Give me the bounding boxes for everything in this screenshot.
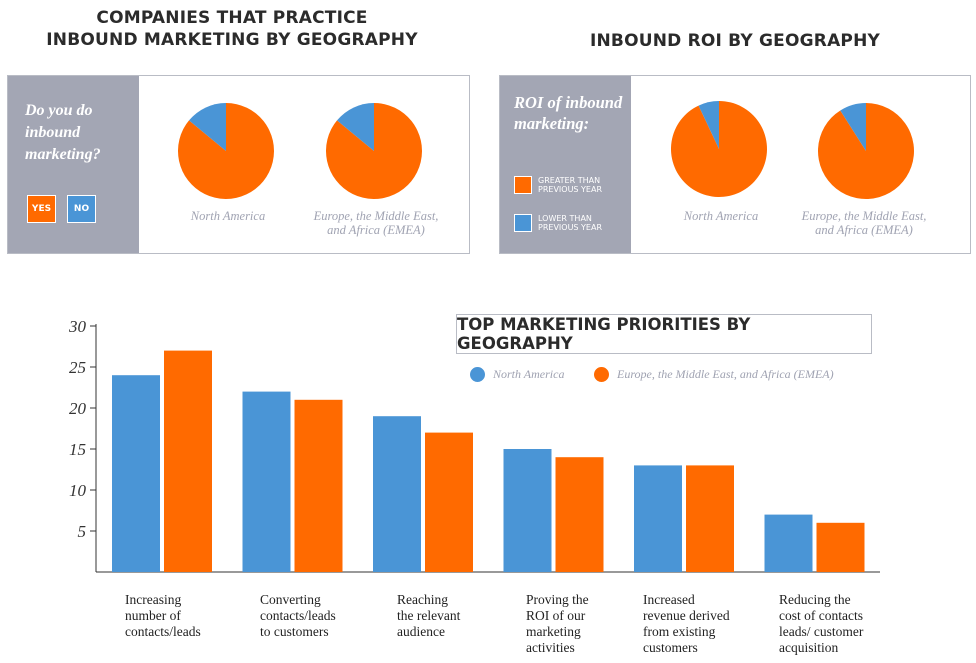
x-category-label-line: number of: [125, 608, 181, 623]
x-category-label-line: Proving the: [526, 592, 589, 607]
bar-north-america-1: [242, 391, 291, 572]
pie-roi-north-america: [671, 101, 767, 197]
legend-label-emea: Europe, the Middle East, and Africa (EME…: [617, 367, 834, 381]
x-category-label-line: leads/ customer: [779, 624, 864, 639]
x-category-label: Reducing the cost of contacts leads/ custo…: [779, 592, 889, 656]
y-tick-label: 5: [78, 522, 87, 541]
legend-north-america: North America: [470, 367, 564, 382]
pie-0-1-slice-1: [337, 103, 374, 151]
bar-emea-3: [555, 457, 604, 572]
inbound-question-sidebar: Do you do inbound marketing? YES NO: [8, 76, 139, 253]
pie-caption-inbound-emea: Europe, the Middle East, and Africa (EME…: [313, 209, 439, 237]
no-legend-key: NO: [67, 195, 96, 223]
x-category-label-line: revenue derived: [643, 608, 730, 623]
bar-north-america-0: [112, 375, 160, 572]
inbound-title-line-2: INBOUND MARKETING BY GEOGRAPHY: [46, 30, 418, 50]
legend-emea: Europe, the Middle East, and Africa (EME…: [594, 367, 834, 382]
bar-emea-0: [164, 350, 212, 572]
bar-north-america-4: [634, 465, 682, 572]
x-category-label-line: audience: [397, 624, 445, 639]
x-category-label-line: marketing: [526, 624, 581, 639]
x-category-label-line: from existing: [643, 624, 716, 639]
y-tick-label: 25: [69, 358, 86, 377]
bar-north-america-2: [373, 416, 421, 572]
x-category-label: Reaching the relevant audience: [397, 592, 507, 640]
y-tick-label: 15: [69, 440, 86, 459]
bar-emea-4: [686, 465, 734, 572]
legend-dot-emea: [594, 367, 609, 382]
y-tick-label: 10: [69, 481, 87, 500]
roi-title: INBOUND ROI BY GEOGRAPHY: [589, 31, 881, 51]
x-category-label-line: activities: [526, 640, 575, 655]
legend-label-north-america: North America: [493, 367, 565, 381]
x-category-label-line: customers: [643, 640, 698, 655]
x-category-label-line: Increasing: [125, 592, 182, 607]
x-category-label-line: contacts/leads: [125, 624, 201, 639]
x-category-label-line: ROI of our: [526, 608, 586, 623]
x-category-label-line: contacts/leads: [260, 608, 336, 623]
pie-1-1-slice-1: [840, 103, 866, 151]
roi-panel: ROI of inbound marketing: GREATER THAN P…: [499, 75, 971, 254]
pie-roi-emea: [818, 103, 914, 199]
priorities-title: TOP MARKETING PRIORITIES BY GEOGRAPHY: [456, 314, 872, 354]
x-category-label-line: cost of contacts: [779, 608, 863, 623]
lower-than-legend-label: LOWER THAN PREVIOUS YEAR: [538, 214, 603, 232]
priorities-bar-chart: 5 10 15 20 25 30: [68, 317, 880, 573]
bar-north-america-3: [503, 449, 552, 572]
pie-inbound-emea: [326, 103, 422, 199]
x-category-label-line: the relevant: [397, 608, 461, 623]
pie-caption-inbound-north-america: North America: [190, 209, 266, 223]
legend-dot-north-america: [470, 367, 485, 382]
pie-1-0-slice-1: [698, 101, 719, 149]
y-tick-label: 30: [68, 317, 87, 336]
x-category-label-line: Reducing the: [779, 592, 851, 607]
x-category-label-line: acquisition: [779, 640, 839, 655]
roi-question-sidebar: ROI of inbound marketing: GREATER THAN P…: [500, 76, 631, 253]
pie-caption-roi-emea: Europe, the Middle East, and Africa (EME…: [801, 209, 927, 237]
x-category-label: Converting contacts/leads to customers: [260, 592, 370, 640]
yes-legend-key: YES: [27, 195, 56, 223]
bar-north-america-5: [764, 514, 813, 572]
roi-question-text: ROI of inbound marketing:: [514, 93, 623, 133]
inbound-question-text: Do you do inbound marketing?: [25, 102, 101, 163]
x-category-label: Proving the ROI of our marketing activities: [526, 592, 636, 656]
x-category-label-line: to customers: [260, 624, 329, 639]
pie-inbound-north-america: [178, 103, 274, 199]
bar-emea-2: [425, 432, 473, 572]
x-category-label-line: Increased: [643, 592, 695, 607]
bar-emea-5: [816, 522, 865, 572]
inbound-marketing-title: COMPANIES THAT PRACTICE INBOUND MARKETIN…: [10, 7, 454, 51]
inbound-marketing-panel: Do you do inbound marketing? YES NO Nort…: [7, 75, 470, 254]
inbound-title-line-1: COMPANIES THAT PRACTICE: [96, 8, 368, 28]
pie-0-0-slice-1: [189, 103, 226, 151]
x-category-label-line: Reaching: [397, 592, 448, 607]
lower-than-legend-key: [514, 214, 532, 232]
x-category-label-line: Converting: [260, 592, 321, 607]
x-category-label: Increasing number of contacts/leads: [125, 592, 235, 640]
pie-caption-roi-north-america: North America: [683, 209, 759, 223]
x-category-label: Increased revenue derived from existing cus…: [643, 592, 753, 656]
greater-than-legend-label: GREATER THAN PREVIOUS YEAR: [538, 176, 603, 194]
y-tick-label: 20: [69, 399, 87, 418]
greater-than-legend-key: [514, 176, 532, 194]
bar-emea-1: [294, 399, 343, 572]
